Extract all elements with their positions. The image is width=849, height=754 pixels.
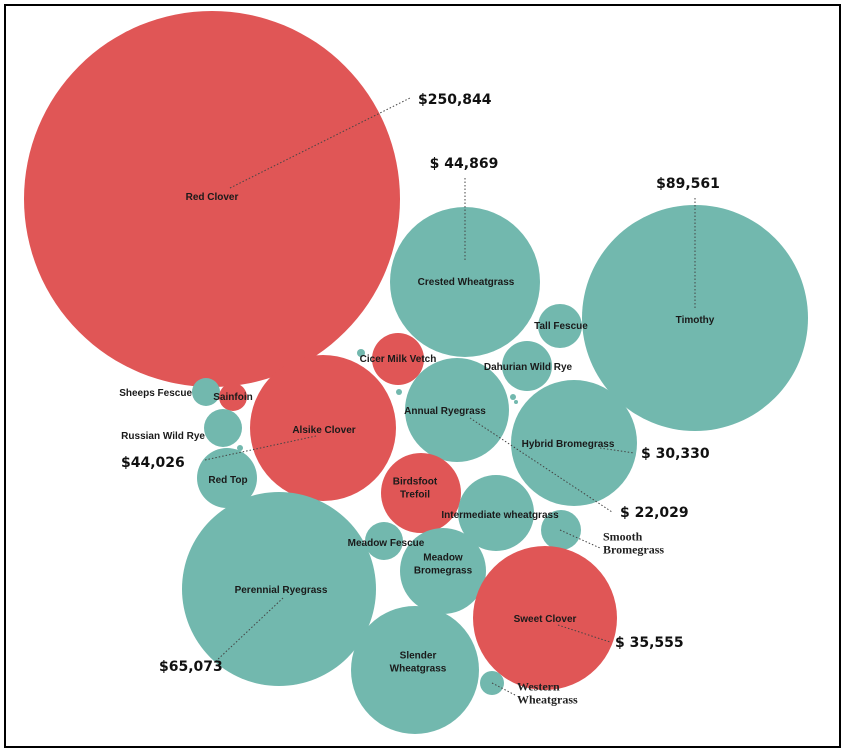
bubble-label-red-clover: Red Clover [186,192,239,203]
leader-line-alsike-clover [204,435,317,461]
bubble-label-smooth-bromegrass: Smooth Bromegrass [603,530,664,557]
bubble-label-slender-wheatgrass: Slender Wheatgrass [390,651,447,675]
bubble-label-tall-fescue: Tall Fescue [534,321,588,332]
bubble-label-timothy: Timothy [676,315,715,326]
bubble-crested-wheatgrass [390,207,540,357]
bubble-label-cicer-milk-vetch: Cicer Milk Vetch [360,354,437,365]
leader-line [559,529,601,549]
value-label-hybrid-bromegrass: $ 30,330 [641,446,710,462]
bubble-birdsfoot-trefoil [381,453,461,533]
bubble-label-birdsfoot-trefoil: Birdsfoot Trefoil [393,477,438,501]
small-bubble [514,400,518,404]
bubble-sheeps-fescue [192,378,220,406]
value-label-annual-ryegrass: $ 22,029 [620,505,689,521]
bubble-label-russian-wild-rye: Russian Wild Rye [121,431,205,442]
bubble-label-sheeps-fescue: Sheeps Fescue [119,388,192,399]
bubble-perennial-ryegrass [182,492,376,686]
bubble-sweet-clover [473,546,617,690]
small-bubble [510,394,516,400]
leader-line [491,682,516,696]
leader-line-annual-ryegrass [469,417,613,513]
value-label-timothy: $89,561 [656,176,720,192]
leader-line-perennial-ryegrass [214,597,284,663]
bubble-intermediate-wheatgrass [458,475,534,551]
bubble-label-hybrid-bromegrass: Hybrid Bromegrass [522,439,615,450]
bubble-cicer-milk-vetch [372,333,424,385]
bubble-label-meadow-bromegrass: Meadow Bromegrass [414,553,473,577]
bubble-label-alsike-clover: Alsike Clover [292,425,355,436]
value-label-sweet-clover: $ 35,555 [615,635,684,651]
bubble-annual-ryegrass [405,358,509,462]
bubble-meadow-bromegrass [400,528,486,614]
value-label-crested-wheatgrass: $ 44,869 [430,156,499,172]
bubble-timothy [582,205,808,431]
bubble-label-sainfoin: Sainfoin [213,392,252,403]
small-bubble [357,349,365,357]
small-bubble [237,445,243,451]
bubble-dahurian-wild-rye [502,341,552,391]
bubble-red-clover [24,11,400,387]
bubble-label-crested-wheatgrass: Crested Wheatgrass [418,277,515,288]
bubble-alsike-clover [250,355,396,501]
bubble-tall-fescue [538,304,582,348]
small-bubble [396,389,402,395]
bubble-label-perennial-ryegrass: Perennial Ryegrass [235,585,328,596]
leader-line-hybrid-bromegrass [599,447,635,454]
bubble-label-red-top: Red Top [208,475,247,486]
bubble-meadow-fescue [365,522,403,560]
bubble-label-annual-ryegrass: Annual Ryegrass [404,406,486,417]
bubble-red-top [197,448,257,508]
bubble-slender-wheatgrass [351,606,479,734]
bubble-label-intermediate-wheatgrass: Intermediate wheatgrass [441,510,559,521]
bubble-label-meadow-fescue: Meadow Fescue [348,538,425,549]
bubble-label-dahurian-wild-rye: Dahurian Wild Rye [484,362,573,373]
value-label-red-clover: $250,844 [418,92,492,108]
bubble-label-western-wheatgrass: Western Wheatgrass [517,680,578,707]
bubble-russian-wild-rye [204,409,242,447]
value-label-perennial-ryegrass: $65,073 [159,659,223,675]
bubble-label-sweet-clover: Sweet Clover [514,614,577,625]
bubble-sainfoin [219,383,247,411]
bubble-hybrid-bromegrass [511,380,637,506]
leader-line-sweet-clover [557,624,611,643]
value-label-alsike-clover: $44,026 [121,455,185,471]
